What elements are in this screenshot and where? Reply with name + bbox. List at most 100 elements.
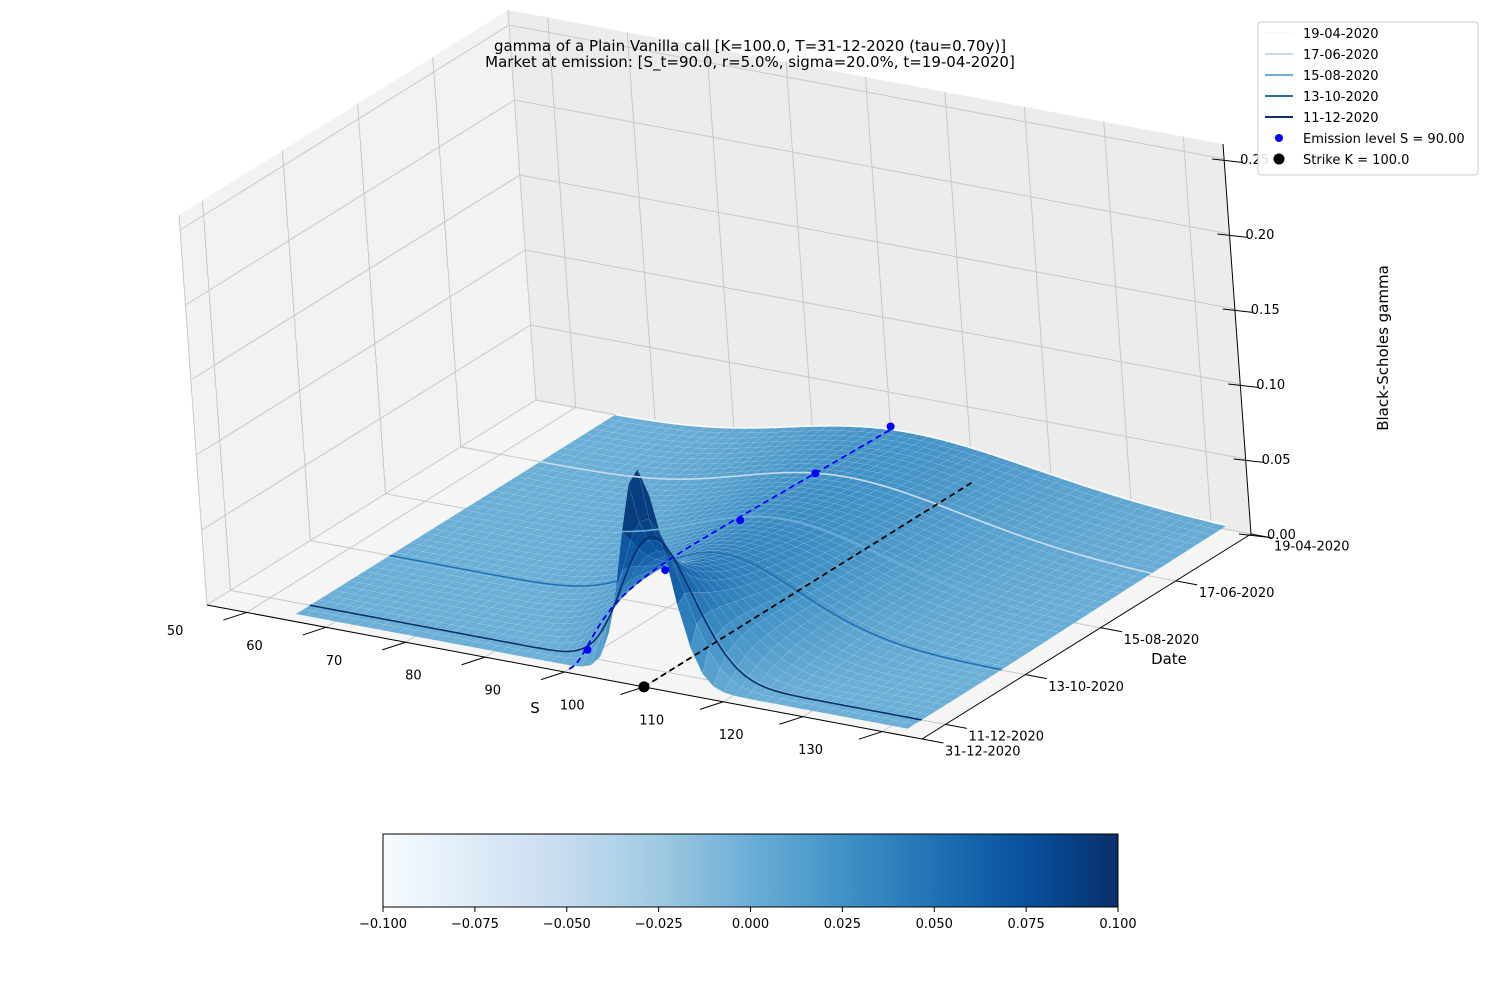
colorbar-gradient [382,833,1119,908]
surface-facet [721,540,740,545]
legend-label: 13-10-2020 [1303,90,1379,105]
surface-facet [663,548,685,606]
surface-facet [1129,536,1149,545]
surface-facet [762,548,782,557]
surface-facet [975,627,994,636]
surface-facet [952,669,972,678]
surface-facet [919,655,938,664]
surface-facet [1094,568,1113,577]
left-pane [179,10,536,605]
surface-facet [608,569,623,633]
surface-facet [687,559,706,563]
surface-facet [831,639,851,651]
legend-strike-label: Strike K = 100.0 [1303,153,1409,168]
surface-facet [690,623,709,675]
strike-dashed-line [643,481,974,688]
surface-facet [1039,516,1059,526]
surface-facet [776,593,796,607]
surface-facet [826,503,846,511]
surface-facet [782,618,802,632]
surface-facet [684,591,705,625]
slice-line [464,507,1077,623]
surface-facet [790,506,810,514]
surface-facet [807,615,827,629]
colorbar-tick-label: 0.075 [1008,917,1045,932]
surface-facet [690,553,709,558]
surface-facet [979,614,999,623]
legend: 19-04-2020 17-06-2020 15-08-2020 13-10-2020… [1257,21,1479,176]
z-tick-label: 0.10 [1256,378,1285,393]
surface-facet [1053,585,1073,594]
x-tick [461,656,486,666]
surface-facet [997,612,1017,621]
surface-facet [977,635,997,644]
surface-facet [833,612,853,624]
surface-facet [764,556,785,565]
emission-point [736,516,745,525]
colorbar-tick-label: −0.050 [543,917,591,932]
surface-facet [1026,475,1046,485]
surface-facet [1000,619,1020,629]
surface-facet [929,512,949,522]
surface-facet [1056,592,1075,601]
grid-line-z [185,99,1230,306]
surface-facet [730,666,749,688]
surface-facet [731,586,751,600]
x-tick [858,731,883,740]
surface-facet [1073,562,1093,572]
surface-facet [903,516,923,526]
surface-facet [941,609,961,619]
colorbar-tick-label: 0.025 [824,917,861,932]
surface-facet [742,595,762,610]
surface-facet [764,533,784,540]
legend-emission-marker [1275,134,1283,142]
colorbar-tick-label: 0.000 [732,917,769,932]
surface-facet [1068,575,1088,584]
surface-facet [810,511,830,519]
surface-facet [846,484,866,492]
surface-facet [686,566,706,581]
surface-facet [818,532,838,541]
surface-facet [830,696,850,705]
surface-facet [886,719,906,728]
surface-facet [1054,507,1074,516]
surface-facet [723,679,742,696]
surface-facet [986,549,1006,559]
surface-facet [836,506,856,514]
surface-facet [982,592,1001,602]
x-tick-label: 50 [167,624,184,639]
surface-facet [905,444,925,452]
surface-facet [838,691,857,700]
surface-facet [962,503,982,512]
slice-line [309,536,922,721]
surface-facet [985,657,1005,665]
surface-facet [1014,551,1034,561]
surface-facet [1015,610,1035,619]
surface-facet [949,604,968,614]
surface-facet [759,542,779,550]
surface-facet [1023,605,1042,614]
surface-facet [744,529,764,536]
surface-facet [1015,637,1035,646]
y-axis-label: Date [1151,650,1187,668]
surface-facet [800,620,820,634]
surface-facet [725,568,746,578]
surface-facet [702,649,721,687]
surface-facet [841,495,861,503]
surface-facet [924,525,944,535]
surface-facet [870,555,890,565]
surface-facet [825,708,845,716]
surface-facet [895,466,915,475]
surface-facet [855,688,875,697]
legend-emission-label: Emission level S = 90.00 [1303,132,1465,147]
surface-facet [832,576,852,587]
surface-facet [736,551,756,558]
surface-facet [921,516,941,526]
surface-facet [958,546,978,556]
surface-facet [854,505,874,514]
x-tick [302,626,327,636]
surface-facet [899,678,918,686]
surface-facet [916,675,936,684]
y-tick [945,723,968,729]
y-tick-label: 17-06-2020 [1199,586,1275,601]
